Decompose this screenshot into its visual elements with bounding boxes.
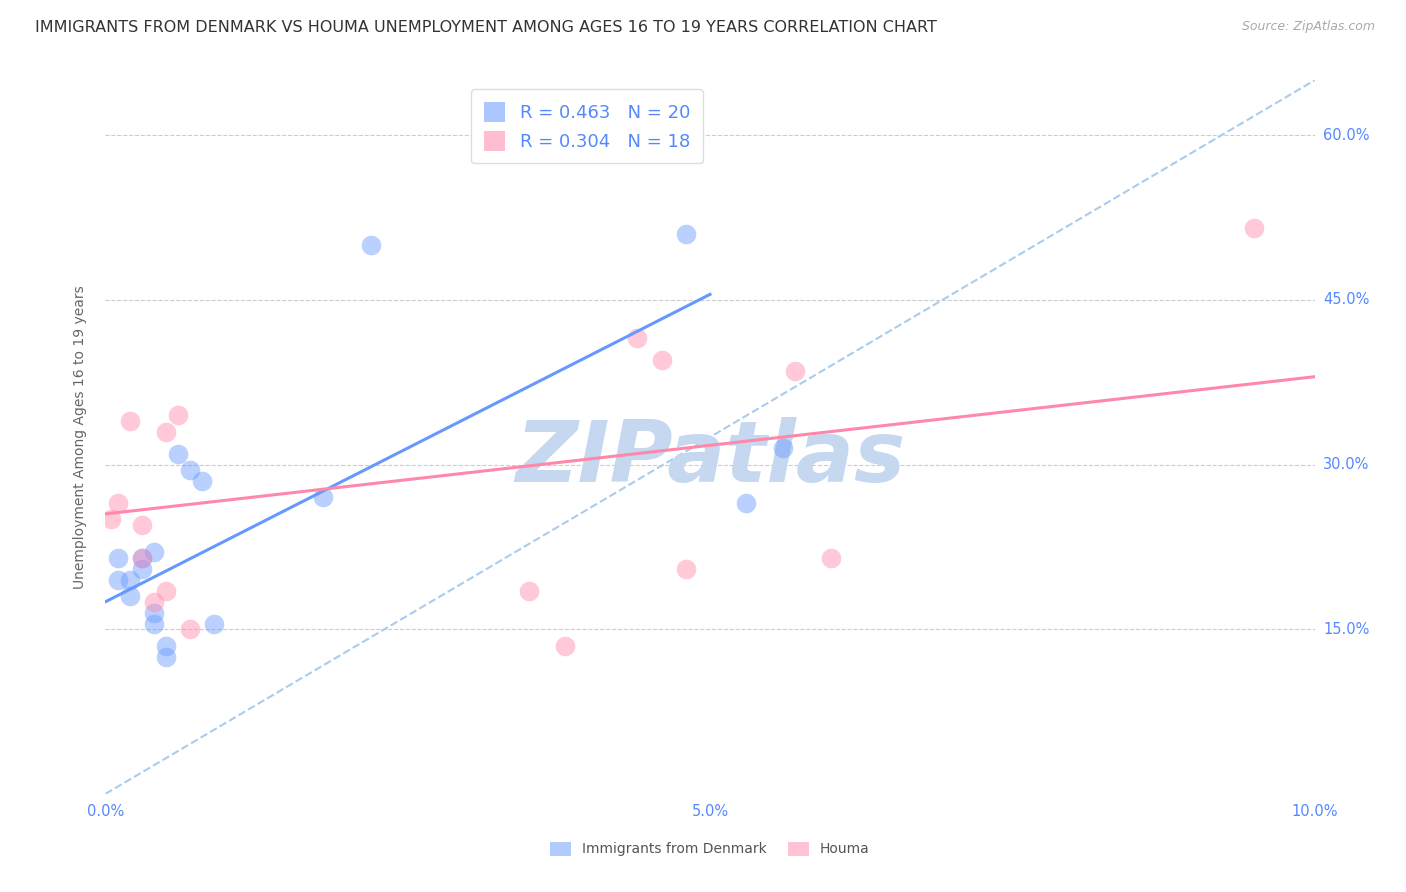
Point	[517, 583, 540, 598]
Point	[360, 238, 382, 252]
Text: 45.0%: 45.0%	[1323, 293, 1369, 308]
Text: 60.0%: 60.0%	[1323, 128, 1369, 143]
Point	[142, 595, 165, 609]
Point	[142, 616, 165, 631]
Point	[783, 364, 806, 378]
Text: 15.0%: 15.0%	[1323, 622, 1369, 637]
Text: ZIPatlas: ZIPatlas	[515, 417, 905, 500]
Point	[820, 550, 842, 565]
Point	[131, 550, 153, 565]
Point	[107, 573, 129, 587]
Point	[626, 331, 648, 345]
Point	[772, 441, 794, 455]
Point	[107, 496, 129, 510]
Point	[142, 545, 165, 559]
Text: Source: ZipAtlas.com: Source: ZipAtlas.com	[1241, 20, 1375, 33]
Point	[1243, 221, 1265, 235]
Point	[155, 583, 177, 598]
Point	[155, 639, 177, 653]
Point	[118, 573, 141, 587]
Point	[202, 616, 225, 631]
Point	[167, 446, 190, 460]
Point	[100, 512, 122, 526]
Point	[155, 425, 177, 439]
Point	[155, 649, 177, 664]
Point	[735, 496, 758, 510]
Point	[179, 463, 201, 477]
Text: IMMIGRANTS FROM DENMARK VS HOUMA UNEMPLOYMENT AMONG AGES 16 TO 19 YEARS CORRELAT: IMMIGRANTS FROM DENMARK VS HOUMA UNEMPLO…	[35, 20, 936, 35]
Point	[118, 414, 141, 428]
Point	[651, 353, 673, 368]
Point	[118, 589, 141, 603]
Point	[675, 562, 697, 576]
Text: 30.0%: 30.0%	[1323, 457, 1369, 472]
Point	[131, 562, 153, 576]
Point	[312, 491, 335, 505]
Point	[167, 408, 190, 422]
Point	[131, 517, 153, 532]
Point	[191, 474, 214, 488]
Point	[131, 550, 153, 565]
Point	[107, 550, 129, 565]
Y-axis label: Unemployment Among Ages 16 to 19 years: Unemployment Among Ages 16 to 19 years	[73, 285, 87, 589]
Point	[675, 227, 697, 241]
Point	[554, 639, 576, 653]
Point	[142, 606, 165, 620]
Legend: Immigrants from Denmark, Houma: Immigrants from Denmark, Houma	[546, 836, 875, 862]
Point	[179, 622, 201, 636]
